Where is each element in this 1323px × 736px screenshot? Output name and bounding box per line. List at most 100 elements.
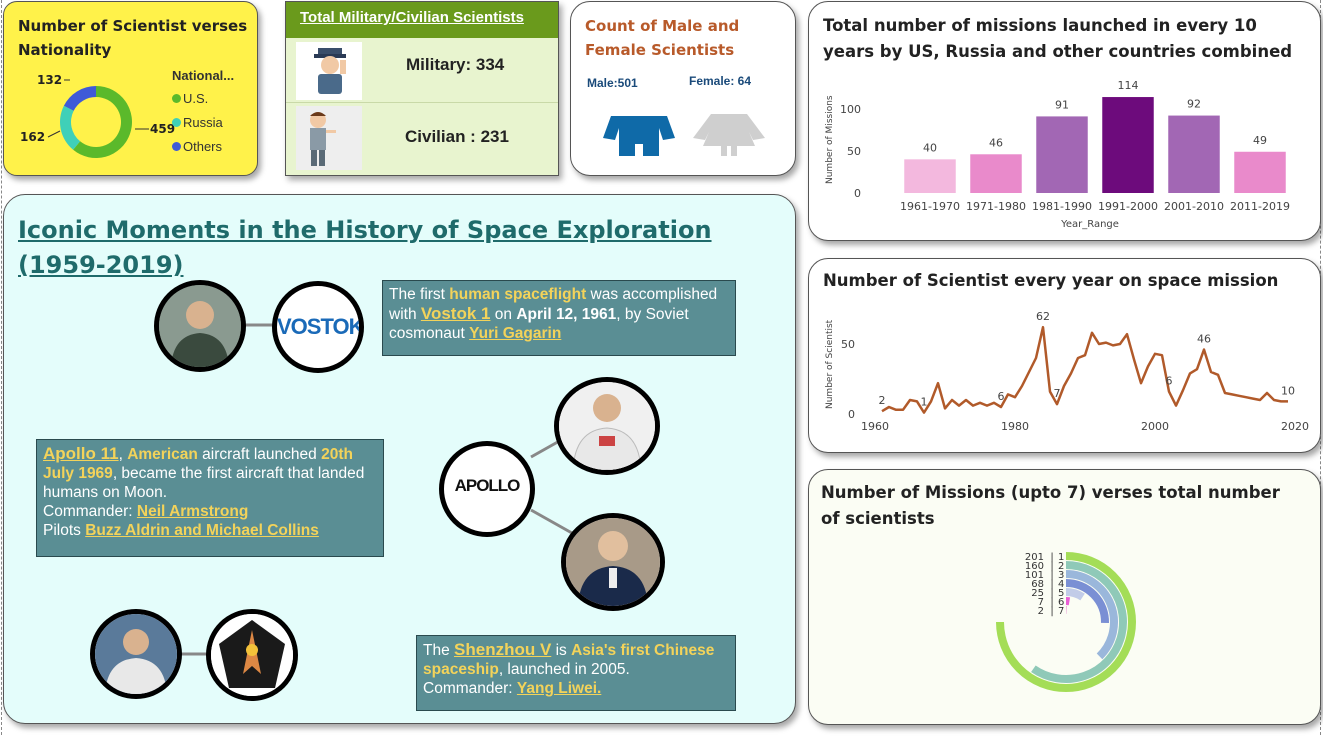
bar-y-tick-label: 100 — [840, 103, 861, 116]
line-x-tick-label: 1960 — [861, 420, 889, 433]
civilian-value: Civilian : 231 — [405, 127, 509, 146]
bar-y-tick-label: 0 — [854, 187, 861, 200]
radial-category-label: 4 — [1058, 579, 1064, 590]
bar-data-label: 91 — [1055, 98, 1069, 111]
scientist-line-chart: Number of Scientist 0 50 1960 1980 2000 2020 2… — [825, 310, 1309, 433]
radial-separator: | — [1050, 606, 1053, 617]
radial-value-label: 68 — [1031, 579, 1044, 590]
pilots-link[interactable]: Buzz Aldrin and Michael Collins — [85, 522, 319, 539]
radial-category-label: 2 — [1058, 561, 1064, 572]
radial-bar[interactable] — [1065, 579, 1109, 624]
legend-dot-icon — [172, 118, 181, 127]
bar-x-tick-label: 1961-1970 — [900, 200, 960, 213]
radial-category-label: 7 — [1058, 606, 1064, 617]
vostok-logo: VOSTOK — [272, 281, 364, 373]
vostok-link[interactable]: Vostok 1 — [420, 304, 491, 323]
legend-dot-icon — [172, 94, 181, 103]
military-civilian-divider — [286, 102, 558, 103]
armstrong-link[interactable]: Neil Armstrong — [136, 503, 249, 520]
armstrong-photo — [554, 377, 660, 475]
donut-slice[interactable] — [63, 86, 96, 111]
civilian-avatar-icon — [296, 106, 362, 170]
line-series[interactable] — [881, 325, 1288, 414]
bar-data-label: 49 — [1253, 134, 1267, 147]
donut-slice[interactable] — [73, 86, 132, 158]
astronaut-photo — [561, 513, 665, 611]
line-y-tick-label: 50 — [841, 338, 855, 351]
line-data-label: 2 — [879, 394, 886, 407]
line-data-label: 46 — [1197, 333, 1211, 346]
shenzhou-patch — [206, 609, 298, 701]
radial-bar[interactable] — [1065, 588, 1085, 601]
nationality-card: Number of Scientist verses Nationality 1… — [3, 1, 258, 176]
line-y-tick-label: 0 — [848, 408, 855, 421]
gagarin-link[interactable]: Yuri Gagarin — [469, 325, 562, 342]
legend-item-others: Others — [172, 139, 234, 154]
apollo-link[interactable]: Apollo 11 — [43, 444, 119, 463]
radial-bar-chart: 201 | 1 160 | 2 101 | 3 68 | 4 25 | 5 7 | 6 2 | 7 — [996, 552, 1136, 692]
bar-x-tick-label: 2001-2010 — [1164, 200, 1224, 213]
bar-x-tick-label: 1971-1980 — [966, 200, 1026, 213]
donut-slice[interactable] — [59, 105, 81, 150]
radial-separator: | — [1050, 552, 1053, 563]
donut-label-us: 459 — [150, 122, 175, 136]
military-title: Total Military/Civilian Scientists — [300, 9, 524, 26]
vostok-description: The first human spaceflight was accompli… — [382, 280, 736, 356]
bar[interactable] — [1102, 97, 1154, 193]
scientist-year-card: Number of Scientist every year on space … — [808, 258, 1321, 453]
bar[interactable] — [1234, 151, 1286, 193]
military-card: Total Military/Civilian Scientists Milit… — [285, 1, 559, 176]
vostok-logo-text: VOSTOK — [277, 314, 364, 339]
gagarin-photo — [154, 280, 246, 372]
radial-card: Number of Missions (upto 7) verses total… — [808, 469, 1321, 725]
bar-x-tick-label: 1981-1990 — [1032, 200, 1092, 213]
radial-value-label: 201 — [1025, 552, 1044, 563]
line-x-tick-label: 2020 — [1281, 420, 1309, 433]
female-icon — [693, 114, 765, 156]
missions-card: Total number of missions launched in eve… — [808, 1, 1321, 241]
donut-label-russia: 162 — [20, 130, 45, 144]
line-data-label: 10 — [1281, 384, 1295, 397]
radial-value-label: 101 — [1025, 570, 1044, 581]
legend-title: National... — [172, 68, 235, 83]
missions-bar-chart: Number of Missions Year_Range 0 50 100 40 19… — [825, 79, 1290, 230]
line-x-tick-label: 2000 — [1141, 420, 1169, 433]
bar[interactable] — [1168, 115, 1220, 193]
bar-y-tick-label: 50 — [847, 145, 861, 158]
donut-label-others: 132 — [37, 73, 62, 87]
yang-liwei-link[interactable]: Yang Liwei. — [516, 680, 602, 697]
radial-bar[interactable] — [1065, 570, 1118, 660]
nationality-legend: National... U.S. Russia Others — [172, 68, 234, 154]
apollo-description: Apollo 11, American aircraft launched 20… — [36, 439, 384, 557]
military-avatar-icon — [296, 42, 362, 100]
bar[interactable] — [970, 154, 1022, 193]
bar-y-axis-label: Number of Missions — [825, 95, 835, 184]
shenzhou-link[interactable]: Shenzhou V — [454, 640, 552, 659]
radial-value-label: 160 — [1025, 561, 1044, 572]
bar-data-label: 40 — [923, 141, 937, 154]
yang-liwei-photo — [90, 609, 182, 699]
legend-item-russia: Russia — [172, 115, 234, 130]
radial-value-label: 2 — [1038, 606, 1044, 617]
bar[interactable] — [904, 159, 956, 193]
history-title-line2: (1959-2019) — [18, 251, 184, 279]
radial-separator: | — [1050, 588, 1053, 599]
radial-separator: | — [1050, 570, 1053, 581]
nationality-donut-chart: 132 162 459 — [20, 73, 175, 158]
bar-x-axis-label: Year_Range — [1060, 219, 1119, 230]
radial-bar[interactable] — [1031, 561, 1127, 683]
history-card: Iconic Moments in the History of Space E… — [3, 194, 796, 724]
history-title: Iconic Moments in the History of Space E… — [18, 213, 712, 283]
legend-item-us: U.S. — [172, 91, 234, 106]
radial-value-label: 7 — [1038, 597, 1044, 608]
military-header: Total Military/Civilian Scientists — [286, 2, 558, 38]
radial-bar[interactable] — [996, 552, 1136, 692]
bar-data-label: 92 — [1187, 98, 1201, 111]
military-value: Military: 334 — [406, 55, 505, 74]
shenzhou-description: The Shenzhou V is Asia's first Chinese s… — [416, 635, 736, 711]
radial-title: Number of Missions (upto 7) verses total… — [821, 483, 1280, 528]
line-x-tick-label: 1980 — [1001, 420, 1029, 433]
bar[interactable] — [1036, 116, 1088, 193]
bar-data-label: 114 — [1118, 79, 1139, 92]
radial-category-label: 6 — [1058, 597, 1064, 608]
